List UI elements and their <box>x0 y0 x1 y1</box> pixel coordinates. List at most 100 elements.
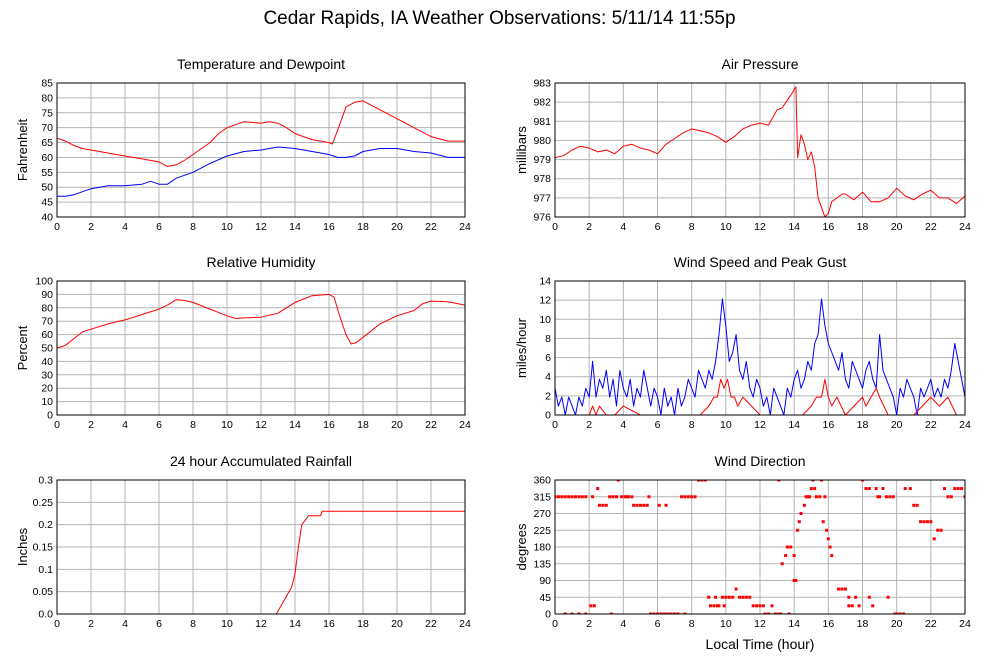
x-tick-label: 20 <box>391 419 403 431</box>
data-point <box>806 495 810 499</box>
x-tick-label: 18 <box>357 221 369 233</box>
data-point <box>787 612 791 614</box>
data-point <box>620 495 624 499</box>
data-point <box>779 612 782 614</box>
x-tick-label: 22 <box>925 419 937 431</box>
data-point <box>843 587 847 591</box>
data-point <box>615 495 618 499</box>
x-tick-label: 8 <box>190 618 196 630</box>
x-tick-label: 14 <box>289 221 301 233</box>
series-line-1 <box>57 293 465 349</box>
data-point <box>780 562 784 566</box>
data-point <box>584 612 588 614</box>
y-tick-label: 30 <box>41 369 53 381</box>
x-tick-label: 12 <box>255 618 267 630</box>
x-tick-label: 12 <box>754 221 766 233</box>
data-point <box>908 487 912 491</box>
y-tick-label: 90 <box>539 575 551 587</box>
x-tick-label: 6 <box>655 221 661 233</box>
data-point <box>758 604 762 608</box>
data-point <box>825 528 829 532</box>
data-point <box>895 612 899 614</box>
data-point <box>939 528 943 532</box>
data-point <box>761 604 765 608</box>
data-point <box>570 495 574 499</box>
data-point <box>693 495 697 499</box>
x-tick-label: 2 <box>88 419 94 431</box>
x-tick-label: 2 <box>586 618 592 630</box>
data-point <box>818 495 822 499</box>
x-tick-label: 2 <box>88 618 94 630</box>
data-point <box>625 495 629 499</box>
data-point <box>679 495 683 499</box>
data-point <box>744 595 748 599</box>
data-point <box>608 495 612 499</box>
data-point <box>567 495 571 499</box>
data-point <box>645 503 649 507</box>
x-tick-label: 12 <box>754 618 766 630</box>
data-point <box>837 587 841 591</box>
page-title: Cedar Rapids, IA Weather Observations: 5… <box>263 8 736 29</box>
data-point <box>755 604 759 608</box>
y-tick-label: 0.0 <box>38 609 53 621</box>
data-point <box>652 612 656 614</box>
data-point <box>563 495 567 499</box>
data-point <box>592 604 596 608</box>
data-point <box>708 604 712 608</box>
x-tick-label: 2 <box>88 221 94 233</box>
data-point <box>891 495 895 499</box>
data-point <box>777 480 781 482</box>
plot-frame <box>554 82 966 218</box>
y-tick-label: 55 <box>41 167 53 179</box>
data-point <box>656 612 659 614</box>
x-tick-label: 6 <box>655 618 661 630</box>
x-tick-label: 10 <box>221 221 233 233</box>
plot-frame <box>554 479 966 615</box>
data-point <box>555 495 557 499</box>
data-point <box>799 512 803 515</box>
x-tick-label: 4 <box>122 618 128 630</box>
data-point <box>712 604 716 608</box>
x-tick-label: 24 <box>959 221 971 233</box>
data-point <box>888 495 892 499</box>
data-point <box>635 503 639 507</box>
x-tick-label: 0 <box>552 221 558 233</box>
data-point <box>898 612 902 614</box>
x-tick-label: 8 <box>190 221 196 233</box>
data-point <box>789 545 793 549</box>
data-point <box>770 604 774 608</box>
data-point <box>864 487 868 491</box>
data-point <box>823 495 827 499</box>
data-point <box>814 495 818 499</box>
data-point <box>960 487 964 491</box>
data-point <box>828 545 832 549</box>
plot-area <box>57 100 465 197</box>
data-point <box>580 495 584 499</box>
y-tick-label: 90 <box>41 289 53 301</box>
y-tick-label: 85 <box>41 78 53 90</box>
y-tick-label: 60 <box>41 329 53 341</box>
x-tick-label: 22 <box>425 618 437 630</box>
data-point <box>767 612 771 614</box>
y-tick-label: 180 <box>533 542 551 554</box>
data-point <box>804 495 808 499</box>
data-point <box>714 595 718 599</box>
x-tick-label: 18 <box>357 618 369 630</box>
data-point <box>591 495 595 499</box>
data-point <box>741 595 745 599</box>
data-point <box>632 503 636 507</box>
x-tick-label: 4 <box>122 221 128 233</box>
chart-title: 24 hour Accumulated Rainfall <box>170 453 352 469</box>
data-point <box>932 537 936 541</box>
data-point <box>647 495 651 499</box>
data-point <box>792 579 796 582</box>
y-tick-label: 982 <box>533 97 551 109</box>
data-point <box>717 604 721 608</box>
x-tick-label: 8 <box>689 419 695 431</box>
x-tick-label: 24 <box>459 221 471 233</box>
x-tick-label: 22 <box>425 419 437 431</box>
